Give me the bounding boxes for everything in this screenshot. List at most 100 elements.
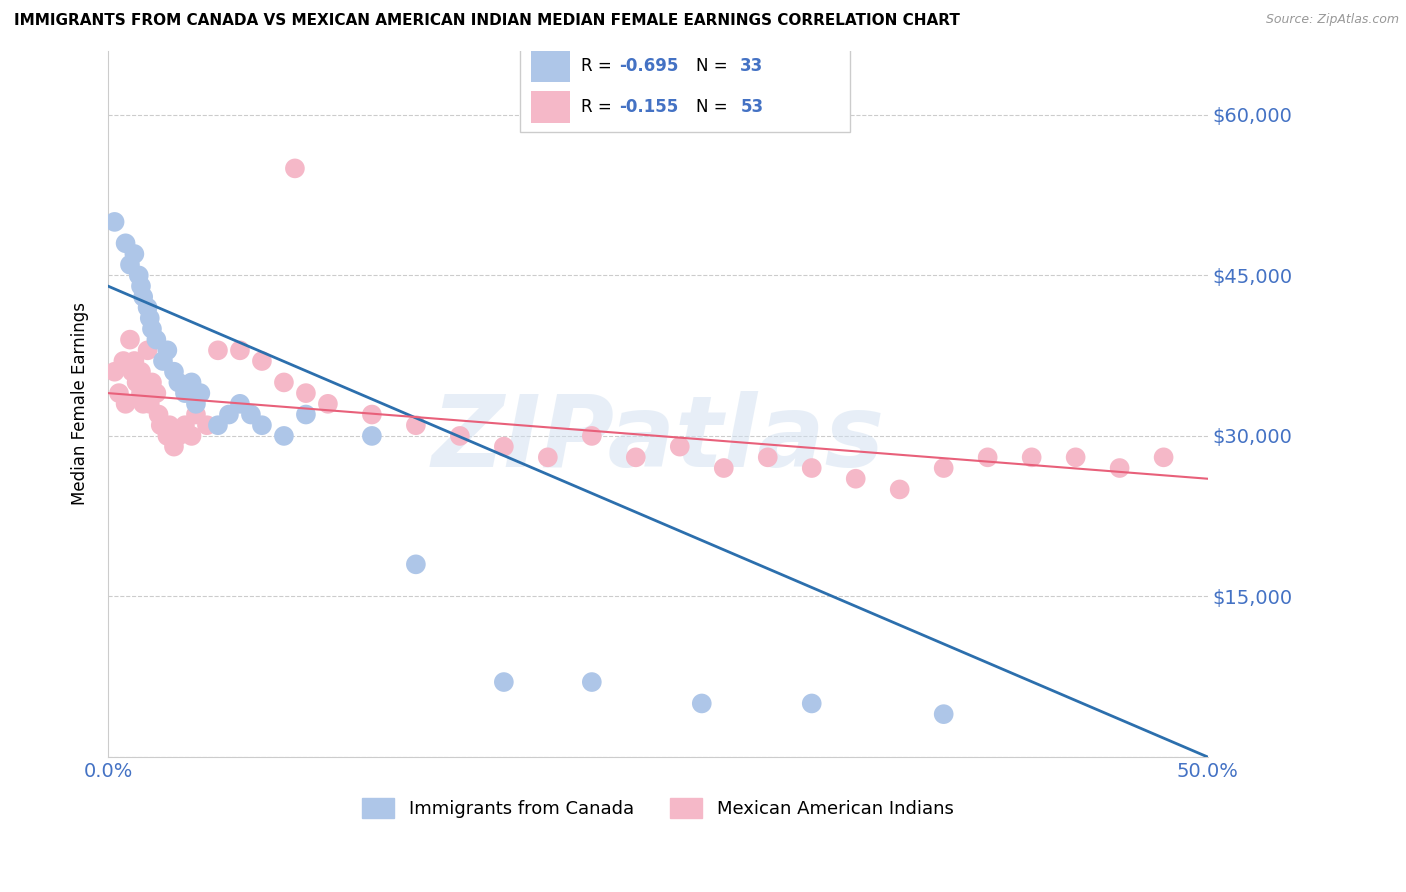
Point bbox=[156, 343, 179, 358]
Point bbox=[207, 343, 229, 358]
Point bbox=[668, 440, 690, 454]
Point bbox=[180, 429, 202, 443]
Point bbox=[159, 418, 181, 433]
Point bbox=[124, 354, 146, 368]
Point bbox=[1153, 450, 1175, 465]
Point bbox=[152, 418, 174, 433]
Point bbox=[132, 397, 155, 411]
Point bbox=[250, 354, 273, 368]
Point bbox=[134, 376, 156, 390]
Point bbox=[190, 386, 212, 401]
Text: N =: N = bbox=[696, 57, 733, 75]
Point bbox=[129, 386, 152, 401]
Point bbox=[124, 247, 146, 261]
Legend: Immigrants from Canada, Mexican American Indians: Immigrants from Canada, Mexican American… bbox=[354, 790, 962, 826]
Point bbox=[316, 397, 339, 411]
Text: R =: R = bbox=[581, 57, 617, 75]
Point bbox=[537, 450, 560, 465]
Point bbox=[207, 418, 229, 433]
Point bbox=[180, 376, 202, 390]
Point bbox=[114, 236, 136, 251]
Point bbox=[129, 279, 152, 293]
Point bbox=[1108, 461, 1130, 475]
Point bbox=[1064, 450, 1087, 465]
Y-axis label: Median Female Earnings: Median Female Earnings bbox=[72, 302, 89, 505]
Point bbox=[136, 301, 159, 315]
Point bbox=[624, 450, 647, 465]
Point bbox=[145, 333, 167, 347]
FancyBboxPatch shape bbox=[531, 91, 569, 123]
Point bbox=[295, 408, 318, 422]
Point bbox=[932, 707, 955, 722]
Point bbox=[103, 215, 125, 229]
Point bbox=[361, 408, 384, 422]
Text: R =: R = bbox=[581, 98, 617, 116]
Text: Source: ZipAtlas.com: Source: ZipAtlas.com bbox=[1265, 13, 1399, 27]
Text: -0.155: -0.155 bbox=[619, 98, 679, 116]
Point bbox=[184, 408, 207, 422]
Point bbox=[284, 161, 307, 176]
Point bbox=[141, 376, 163, 390]
Point bbox=[141, 322, 163, 336]
Point bbox=[713, 461, 735, 475]
Point bbox=[889, 483, 911, 497]
Point bbox=[218, 408, 240, 422]
Point bbox=[690, 697, 713, 711]
Point bbox=[756, 450, 779, 465]
Point bbox=[229, 343, 252, 358]
Point bbox=[163, 440, 186, 454]
Point bbox=[492, 440, 515, 454]
Point bbox=[361, 429, 384, 443]
Point bbox=[250, 418, 273, 433]
Text: -0.695: -0.695 bbox=[619, 57, 679, 75]
Point bbox=[136, 343, 159, 358]
Point bbox=[125, 376, 148, 390]
Point bbox=[273, 376, 295, 390]
Text: 53: 53 bbox=[741, 98, 763, 116]
Point bbox=[118, 333, 141, 347]
Point bbox=[114, 397, 136, 411]
Point bbox=[167, 376, 190, 390]
Point bbox=[121, 365, 143, 379]
Point bbox=[405, 558, 427, 572]
Point bbox=[1021, 450, 1043, 465]
Point bbox=[139, 311, 162, 326]
FancyBboxPatch shape bbox=[520, 37, 851, 132]
Point bbox=[195, 418, 218, 433]
Point bbox=[108, 386, 131, 401]
Point bbox=[174, 418, 197, 433]
Point bbox=[800, 461, 823, 475]
Point bbox=[581, 429, 603, 443]
Point bbox=[239, 408, 262, 422]
Point bbox=[118, 258, 141, 272]
Point bbox=[932, 461, 955, 475]
Point bbox=[132, 290, 155, 304]
Point bbox=[148, 408, 170, 422]
Point bbox=[295, 386, 318, 401]
Point bbox=[976, 450, 998, 465]
Point bbox=[184, 397, 207, 411]
Text: IMMIGRANTS FROM CANADA VS MEXICAN AMERICAN INDIAN MEDIAN FEMALE EARNINGS CORRELA: IMMIGRANTS FROM CANADA VS MEXICAN AMERIC… bbox=[14, 13, 960, 29]
Point bbox=[129, 365, 152, 379]
FancyBboxPatch shape bbox=[531, 51, 569, 82]
Point bbox=[163, 365, 186, 379]
Point bbox=[128, 268, 150, 283]
Text: N =: N = bbox=[696, 98, 733, 116]
Point bbox=[167, 429, 190, 443]
Point bbox=[581, 675, 603, 690]
Point bbox=[174, 386, 197, 401]
Point bbox=[449, 429, 471, 443]
Point bbox=[229, 397, 252, 411]
Text: ZIPatlas: ZIPatlas bbox=[432, 391, 884, 488]
Text: 33: 33 bbox=[741, 57, 763, 75]
Point bbox=[145, 386, 167, 401]
Point bbox=[103, 365, 125, 379]
Point bbox=[112, 354, 135, 368]
Point bbox=[149, 418, 172, 433]
Point bbox=[405, 418, 427, 433]
Point bbox=[156, 429, 179, 443]
Point bbox=[152, 354, 174, 368]
Point bbox=[492, 675, 515, 690]
Point bbox=[139, 397, 162, 411]
Point bbox=[800, 697, 823, 711]
